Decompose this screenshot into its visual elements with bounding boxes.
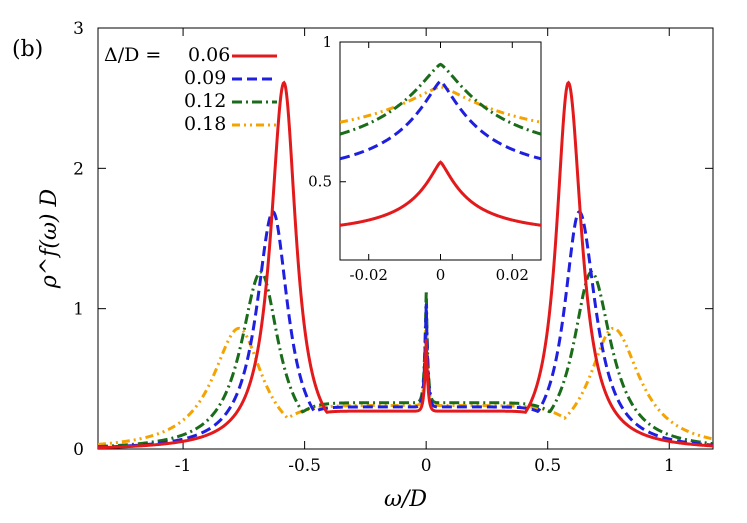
legend-label-0.12: 0.12 [184, 90, 226, 112]
legend-label-0.18: 0.18 [184, 113, 226, 135]
inset-series-line-0.12 [340, 62, 541, 136]
panel-label: (b) [12, 37, 43, 62]
series-line-0.06 [98, 80, 713, 449]
x-tick-label: 1 [664, 456, 675, 476]
legend-title: Δ/D = [104, 44, 161, 66]
x-tick-label: 0 [421, 456, 432, 476]
inset-x-tick-label: -0.02 [349, 266, 387, 284]
x-tick-label: -1 [175, 456, 192, 476]
y-tick-label: 0 [73, 440, 84, 460]
y-tick-label: 1 [73, 300, 84, 320]
inset-series-line-0.09 [340, 79, 541, 161]
inset-plot: -0.02 0 0.02 0.5 1 [308, 33, 542, 284]
inset-y-tick-label: 0.5 [308, 173, 332, 191]
x-tick-label: 0.5 [534, 456, 561, 476]
y-axis-label: ρ^f(ω) D [37, 189, 62, 290]
inset-x-tick-label: 0 [436, 266, 446, 284]
inset-series-line-0.06 [340, 160, 541, 227]
inset-x-tick-label: 0.02 [496, 266, 529, 284]
legend-label-0.06: 0.06 [188, 44, 230, 66]
inset-frame [339, 41, 542, 261]
plot-frame [97, 27, 714, 450]
y-tick-label: 3 [73, 19, 84, 39]
inset-y-tick-label: 1 [322, 33, 332, 51]
y-tick-label: 2 [73, 159, 84, 179]
legend-label-0.09: 0.09 [184, 67, 226, 89]
series-line-0.12 [98, 270, 713, 449]
series-line-0.09 [98, 210, 713, 449]
x-axis-label: ω/D [384, 487, 427, 512]
x-tick-label: -0.5 [288, 456, 321, 476]
